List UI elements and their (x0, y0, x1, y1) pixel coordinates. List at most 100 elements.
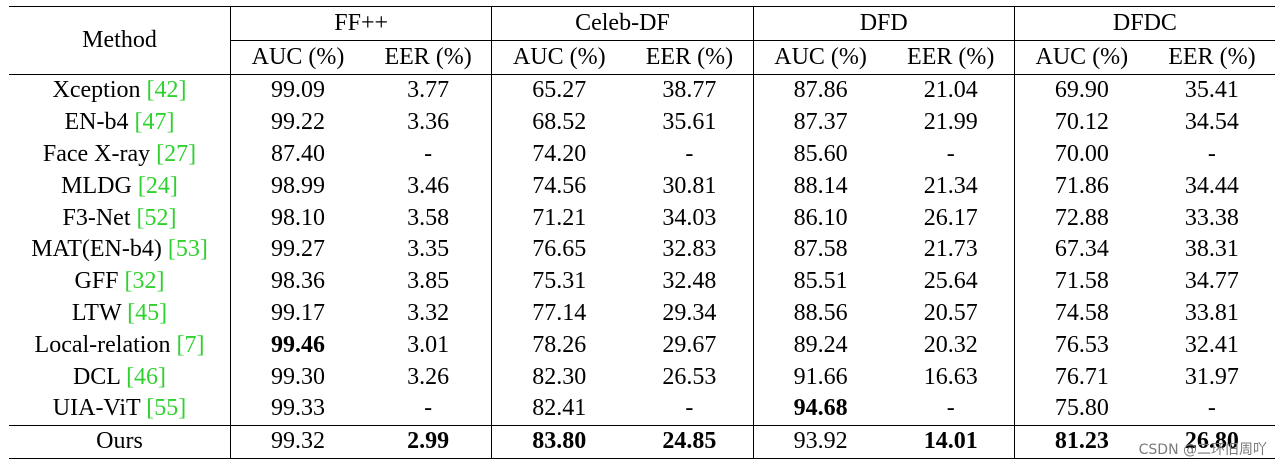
value-cell: 33.38 (1184, 204, 1239, 231)
metric-header: AUC (%) (752, 40, 888, 75)
value-cell: 74.58 (1013, 297, 1149, 330)
value-cell: 34.77 (1184, 268, 1239, 295)
method-cell: DCL [46] (9, 361, 231, 393)
value-cell: - (424, 395, 433, 422)
value-cell: 82.30 (491, 361, 627, 393)
method-header: Method (82, 27, 157, 53)
citation-link[interactable]: [46] (126, 363, 167, 390)
table-row: UIA-ViT [55] 99.33-82.41-94.68-75.80- (9, 392, 1275, 426)
value-cell: 91.66 (752, 361, 888, 393)
dataset-header-celebdf: Celeb-DF (491, 6, 754, 41)
method-name: LTW (71, 299, 122, 326)
value-cell: 70.00 (1013, 138, 1149, 171)
citation-link[interactable]: [27] (156, 140, 197, 167)
citation-link[interactable]: [55] (146, 395, 187, 422)
metric-header: AUC (%) (230, 40, 365, 75)
value-cell: 14.01 (887, 424, 1015, 459)
value-cell: 99.33 (230, 392, 365, 426)
citation-link[interactable]: [52] (136, 204, 177, 231)
value-cell: 99.32 (230, 424, 365, 459)
table-row: MLDG [24] 98.99 3.46 74.56 30.81 88.14 21.34 71… (9, 170, 1275, 203)
value-cell: 99.27 (230, 233, 365, 266)
value-cell: 71.86 (1013, 170, 1149, 203)
method-name: DCL (72, 363, 121, 390)
table-row: GFF [32] 98.36 3.85 75.31 32.48 85.51 25.64 71.… (9, 265, 1275, 298)
citation-link[interactable]: [42] (146, 77, 187, 104)
value-cell: 3.46 (407, 172, 450, 199)
value-cell: 87.58 (752, 233, 888, 266)
value-cell: - (685, 140, 694, 167)
value-cell: 26.53 (662, 363, 717, 390)
value-cell: 21.34 (923, 172, 978, 199)
value-cell: 30.81 (662, 172, 717, 199)
value-cell: 99.46 (230, 329, 365, 362)
value-cell: 99.30 (230, 361, 365, 393)
citation-link[interactable]: [45] (127, 299, 168, 326)
dataset-header-ffpp: FF++ (229, 6, 492, 41)
value-cell: 20.57 (923, 299, 978, 326)
value-cell: - (946, 140, 955, 167)
value-cell: 74.20 (491, 138, 627, 171)
metric-header: EER (%) (907, 44, 995, 70)
value-cell: 76.65 (491, 233, 627, 266)
citation-link[interactable]: [24] (137, 172, 178, 199)
value-cell: 82.41 (491, 392, 627, 426)
value-cell: 85.51 (752, 265, 888, 298)
value-cell: 32.41 (1184, 331, 1239, 358)
method-cell: EN-b4 [47] (9, 107, 231, 139)
table-row: DCL [46] 99.30 3.26 82.30 26.53 91.66 16.63 76.… (9, 361, 1275, 393)
table-row: Face X-ray [27] 87.40-74.20-85.60-70.00- (9, 138, 1275, 171)
method-cell: Local-relation [7] (9, 329, 231, 361)
value-cell: - (946, 395, 955, 422)
table-row: Local-relation [7] 99.46 3.01 78.26 29.67 89.… (9, 329, 1275, 362)
table-body: Xception [42] 99.09 3.77 65.27 38.77 87.86 21.… (9, 74, 1275, 459)
method-cell: Ours (9, 424, 231, 459)
value-cell: 75.80 (1013, 392, 1149, 426)
value-cell: 35.61 (662, 109, 717, 136)
table-row: Ours 99.32 2.99 83.80 24.85 93.92 14.01 81.23 26… (9, 424, 1275, 459)
value-cell: 87.37 (752, 106, 888, 139)
value-cell: 3.77 (407, 77, 450, 104)
value-cell: 3.58 (407, 204, 450, 231)
value-cell: 77.14 (491, 297, 627, 330)
value-cell: 71.21 (491, 202, 627, 234)
value-cell: 34.03 (662, 204, 717, 231)
dataset-header-dfdc: DFDC (1013, 6, 1275, 41)
value-cell: 26.80 (1148, 424, 1275, 459)
table-row: LTW [45] 99.17 3.32 77.14 29.34 88.56 20.57 74.… (9, 297, 1275, 330)
method-name: Local-relation (34, 331, 171, 358)
method-name: Ours (96, 428, 143, 455)
value-cell: 71.58 (1013, 265, 1149, 298)
citation-link[interactable]: [7] (176, 331, 205, 358)
method-name: EN-b4 (64, 109, 129, 136)
citation-link[interactable]: [32] (124, 268, 165, 295)
method-cell: MAT(EN-b4) [53] (9, 234, 231, 266)
value-cell: 3.85 (407, 268, 450, 295)
value-cell: 21.04 (923, 77, 978, 104)
value-cell: 25.64 (923, 268, 978, 295)
method-cell: Face X-ray [27] (9, 139, 231, 171)
value-cell: - (1207, 140, 1216, 167)
value-cell: 99.22 (230, 106, 365, 139)
value-cell: 38.77 (662, 77, 717, 104)
value-cell: 3.01 (407, 331, 450, 358)
value-cell: 65.27 (491, 74, 627, 107)
value-cell: 35.41 (1184, 77, 1239, 104)
method-name: Xception (52, 77, 141, 104)
value-cell: 74.56 (491, 170, 627, 203)
citation-link[interactable]: [53] (167, 236, 208, 263)
table-row: MAT(EN-b4) [53] 99.27 3.35 76.65 32.83 87.58 2… (9, 233, 1275, 266)
method-cell: UIA-ViT [55] (9, 393, 231, 425)
table-row: Xception [42] 99.09 3.77 65.27 38.77 87.86 21.… (9, 74, 1275, 107)
value-cell: 3.35 (407, 236, 450, 263)
method-name: GFF (74, 268, 119, 295)
value-cell: 33.81 (1184, 299, 1239, 326)
value-cell: 69.90 (1013, 74, 1149, 107)
method-name: MAT(EN-b4) (31, 236, 162, 263)
citation-link[interactable]: [47] (134, 109, 175, 136)
value-cell: 72.88 (1013, 202, 1149, 234)
metric-header: AUC (%) (491, 40, 627, 75)
value-cell: 70.12 (1013, 106, 1149, 139)
value-cell: 34.44 (1184, 172, 1239, 199)
value-cell: 76.71 (1013, 361, 1149, 393)
